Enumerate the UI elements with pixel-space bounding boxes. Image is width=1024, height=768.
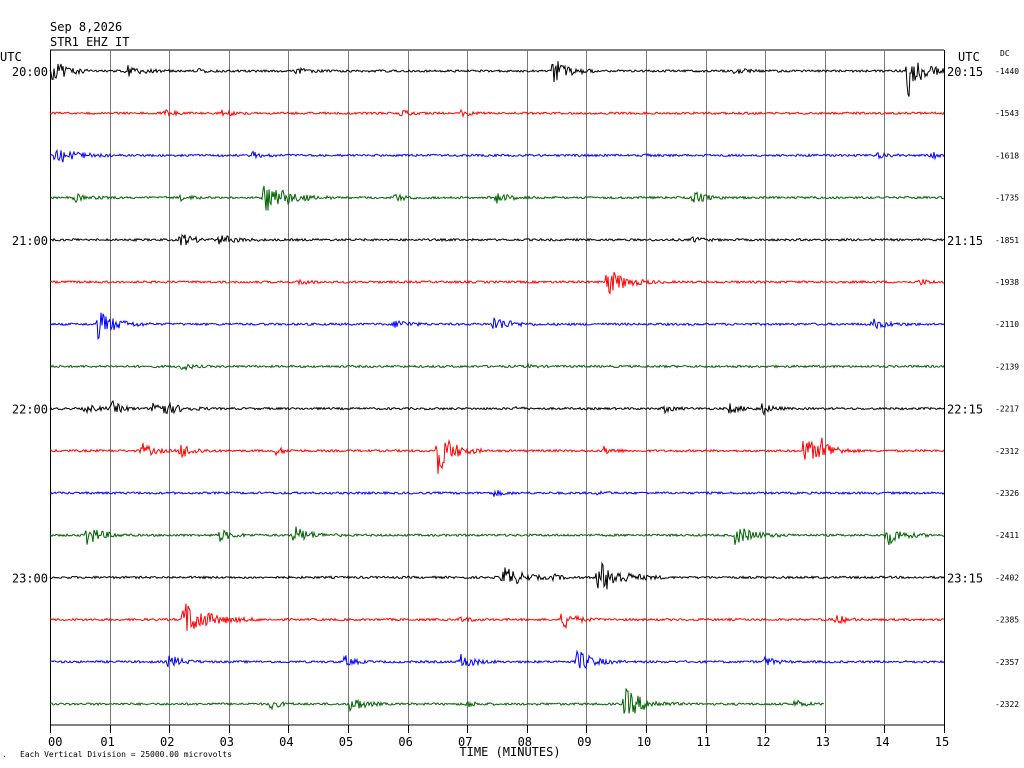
x-tick-label: 15 bbox=[935, 735, 949, 749]
header-station: STR1 EHZ IT bbox=[50, 35, 129, 49]
trace-line-8 bbox=[49, 362, 945, 372]
trace-dc-offset: -2312 bbox=[995, 447, 1019, 456]
trace-dc-offset: -1735 bbox=[995, 194, 1019, 203]
corner-mark: . bbox=[2, 750, 7, 759]
trace-dc-offset: -2411 bbox=[995, 531, 1019, 540]
x-tick-label: 12 bbox=[756, 735, 770, 749]
trace-line-16 bbox=[49, 688, 825, 714]
trace-dc-offset: -1851 bbox=[995, 236, 1019, 245]
trace-dc-offset: -2402 bbox=[995, 573, 1019, 582]
x-tick-label: 05 bbox=[339, 735, 353, 749]
trace-dc-offset: -2357 bbox=[995, 658, 1019, 667]
trace-line-5 bbox=[49, 234, 945, 246]
trace-line-13 bbox=[49, 561, 945, 590]
trace-end-time: 21:15 bbox=[947, 234, 983, 248]
x-tick-label: 10 bbox=[637, 735, 651, 749]
grid bbox=[50, 49, 945, 733]
x-tick-label: 02 bbox=[160, 735, 174, 749]
utc-label-right: UTC bbox=[958, 50, 980, 64]
x-tick-label: 00 bbox=[48, 735, 62, 749]
trace-start-time: 22:00 bbox=[12, 403, 48, 417]
trace-line-9 bbox=[49, 399, 945, 416]
x-tick-label: 11 bbox=[696, 735, 710, 749]
x-tick-label: 06 bbox=[398, 735, 412, 749]
trace-start-time: 23:00 bbox=[12, 571, 48, 585]
header-date: Sep 8,2026 bbox=[50, 20, 122, 34]
trace-line-11 bbox=[49, 489, 945, 497]
trace-dc-offset: -2322 bbox=[995, 700, 1019, 709]
trace-line-4 bbox=[49, 185, 945, 211]
trace-start-time: 20:00 bbox=[12, 65, 48, 79]
x-tick-label: 13 bbox=[816, 735, 830, 749]
x-tick-label: 09 bbox=[577, 735, 591, 749]
seismic-traces bbox=[49, 61, 945, 714]
trace-dc-offset: -2110 bbox=[995, 320, 1019, 329]
trace-line-12 bbox=[49, 526, 945, 546]
trace-start-time: 21:00 bbox=[12, 234, 48, 248]
x-tick-label: 07 bbox=[458, 735, 472, 749]
trace-dc-offset: -2326 bbox=[995, 489, 1019, 498]
x-tick-label: 01 bbox=[100, 735, 114, 749]
trace-dc-offset: -2139 bbox=[995, 362, 1019, 371]
scale-note: Each Vertical Division = 25000.00 microv… bbox=[20, 750, 232, 759]
trace-dc-offset: -1938 bbox=[995, 278, 1019, 287]
trace-line-6 bbox=[49, 271, 945, 295]
x-tick-label: 14 bbox=[875, 735, 889, 749]
trace-dc-offset: -1543 bbox=[995, 109, 1019, 118]
trace-end-time: 20:15 bbox=[947, 65, 983, 79]
trace-dc-offset: -1440 bbox=[995, 67, 1019, 76]
x-tick-label: 04 bbox=[279, 735, 293, 749]
trace-end-time: 23:15 bbox=[947, 571, 983, 585]
trace-line-14 bbox=[49, 603, 945, 632]
trace-line-15 bbox=[49, 649, 945, 670]
x-axis-ticks: 00 01 02 03 04 05 06 07 08 09 10 11 12 13 14 15 bbox=[48, 735, 949, 749]
trace-line-3 bbox=[49, 148, 945, 163]
trace-dc-offset: -1618 bbox=[995, 151, 1019, 160]
trace-dc-offset: -2217 bbox=[995, 405, 1019, 414]
x-axis-label: TIME (MINUTES) bbox=[459, 745, 560, 759]
trace-line-1 bbox=[49, 61, 945, 97]
x-tick-label: 08 bbox=[518, 735, 532, 749]
trace-line-7 bbox=[49, 312, 945, 340]
trace-end-time: 22:15 bbox=[947, 403, 983, 417]
trace-dc-offset: -2385 bbox=[995, 616, 1019, 625]
trace-labels: 20:00 20:15 -1440 -1543 -1618 -1735 21:00 21:15… bbox=[12, 65, 1019, 709]
trace-line-10 bbox=[49, 437, 945, 474]
x-tick-label: 03 bbox=[220, 735, 234, 749]
utc-label-left: UTC bbox=[0, 50, 22, 64]
dc-label: DC bbox=[1000, 49, 1010, 58]
trace-line-2 bbox=[49, 109, 945, 119]
